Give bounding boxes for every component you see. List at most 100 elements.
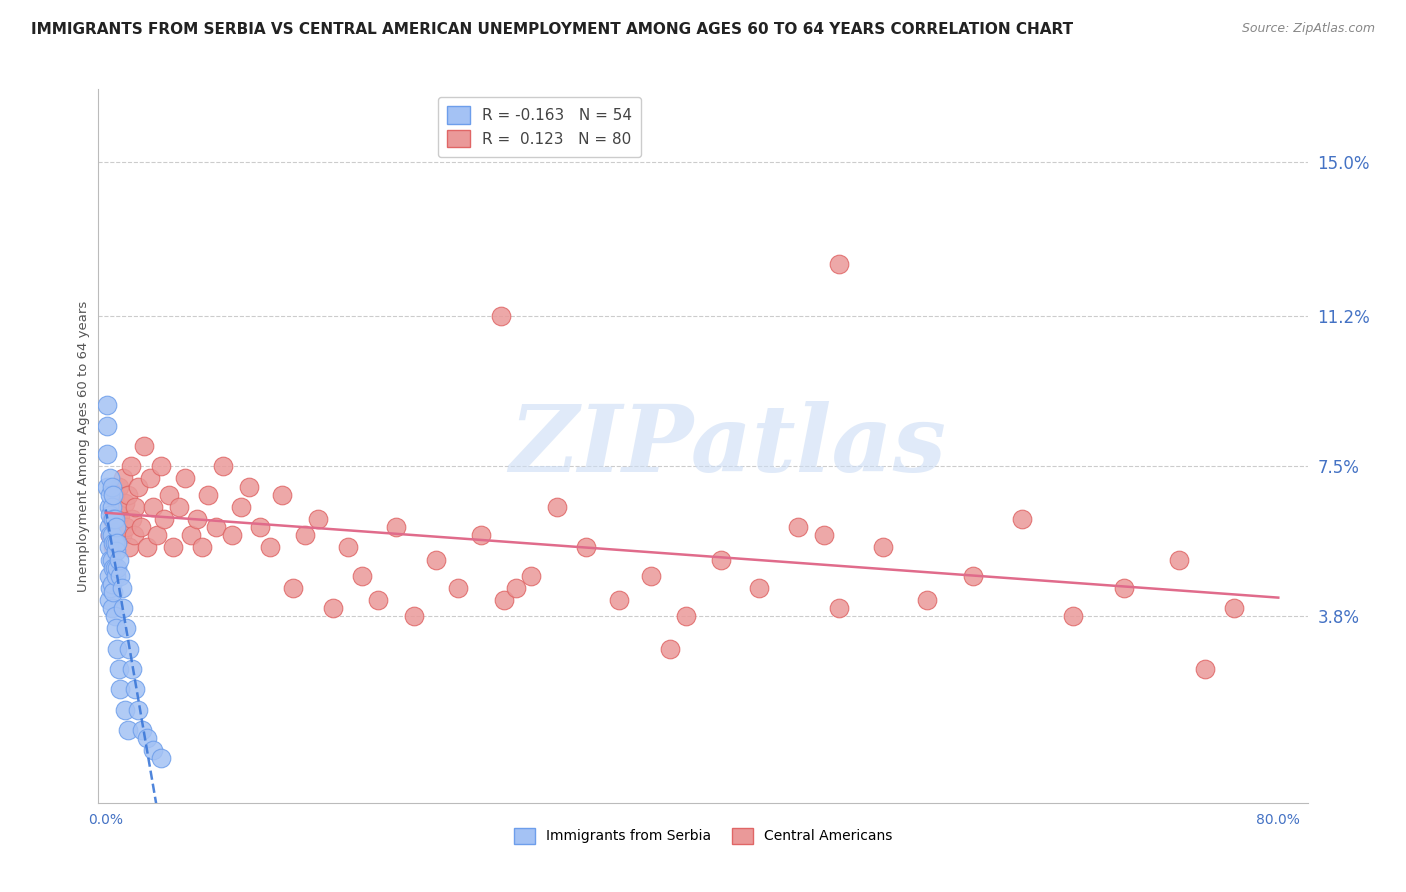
Point	[491, 310, 513, 324]
Point	[470, 528, 492, 542]
Point	[101, 541, 124, 555]
Point	[142, 743, 165, 757]
Point	[607, 593, 630, 607]
Point	[446, 581, 468, 595]
Point	[121, 662, 143, 676]
Legend: Immigrants from Serbia, Central Americans: Immigrants from Serbia, Central American…	[509, 822, 897, 849]
Point	[101, 512, 124, 526]
Point	[122, 528, 145, 542]
Point	[98, 552, 121, 566]
Point	[114, 496, 136, 510]
Point	[575, 541, 598, 555]
Point	[105, 622, 128, 636]
Point	[546, 500, 568, 514]
Text: ZIPatlas: ZIPatlas	[509, 401, 946, 491]
Text: Source: ZipAtlas.com: Source: ZipAtlas.com	[1241, 22, 1375, 36]
Point	[112, 601, 135, 615]
Point	[100, 601, 122, 615]
Point	[111, 581, 134, 595]
Point	[100, 552, 122, 566]
Point	[101, 536, 124, 550]
Point	[115, 520, 138, 534]
Point	[103, 536, 125, 550]
Point	[1194, 662, 1216, 676]
Point	[110, 682, 132, 697]
Text: IMMIGRANTS FROM SERBIA VS CENTRAL AMERICAN UNEMPLOYMENT AMONG AGES 60 TO 64 YEAR: IMMIGRANTS FROM SERBIA VS CENTRAL AMERIC…	[31, 22, 1073, 37]
Point	[221, 528, 243, 542]
Point	[97, 500, 120, 514]
Point	[174, 471, 197, 485]
Point	[827, 601, 849, 615]
Point	[97, 593, 120, 607]
Point	[1114, 581, 1136, 595]
Point	[238, 479, 260, 493]
Point	[98, 508, 121, 522]
Point	[101, 560, 124, 574]
Point	[110, 568, 132, 582]
Point	[105, 520, 128, 534]
Point	[108, 552, 131, 566]
Point	[101, 585, 124, 599]
Point	[96, 447, 118, 461]
Point	[813, 528, 835, 542]
Point	[129, 520, 152, 534]
Point	[103, 488, 125, 502]
Point	[105, 520, 128, 534]
Point	[107, 641, 129, 656]
Point	[191, 541, 214, 555]
Point	[96, 399, 118, 413]
Point	[146, 528, 169, 542]
Point	[186, 512, 208, 526]
Point	[283, 581, 305, 595]
Point	[786, 520, 808, 534]
Point	[103, 609, 125, 624]
Point	[135, 731, 157, 745]
Point	[100, 528, 122, 542]
Point	[180, 528, 202, 542]
Point	[127, 702, 149, 716]
Point	[367, 593, 389, 607]
Point	[100, 500, 122, 514]
Point	[121, 512, 143, 526]
Point	[115, 622, 138, 636]
Point	[872, 541, 894, 555]
Point	[505, 581, 527, 595]
Point	[101, 488, 124, 502]
Point	[100, 479, 122, 493]
Point	[827, 256, 849, 270]
Point	[107, 500, 129, 514]
Point	[105, 568, 128, 582]
Point	[131, 723, 153, 737]
Point	[120, 459, 142, 474]
Point	[103, 512, 125, 526]
Point	[352, 568, 374, 582]
Point	[157, 488, 180, 502]
Point	[108, 479, 131, 493]
Point	[520, 568, 543, 582]
Point	[110, 508, 132, 522]
Point	[385, 520, 408, 534]
Point	[204, 520, 226, 534]
Point	[142, 500, 165, 514]
Point	[659, 641, 682, 656]
Point	[229, 500, 252, 514]
Point	[336, 541, 359, 555]
Point	[270, 488, 292, 502]
Point	[425, 552, 447, 566]
Point	[710, 552, 733, 566]
Point	[98, 471, 121, 485]
Point	[107, 560, 129, 574]
Point	[97, 568, 120, 582]
Point	[96, 479, 118, 493]
Point	[138, 471, 160, 485]
Point	[748, 581, 770, 595]
Point	[118, 541, 141, 555]
Point	[98, 488, 121, 502]
Point	[124, 500, 146, 514]
Point	[212, 459, 235, 474]
Point	[127, 479, 149, 493]
Point	[162, 541, 184, 555]
Point	[117, 488, 139, 502]
Point	[114, 702, 136, 716]
Point	[294, 528, 316, 542]
